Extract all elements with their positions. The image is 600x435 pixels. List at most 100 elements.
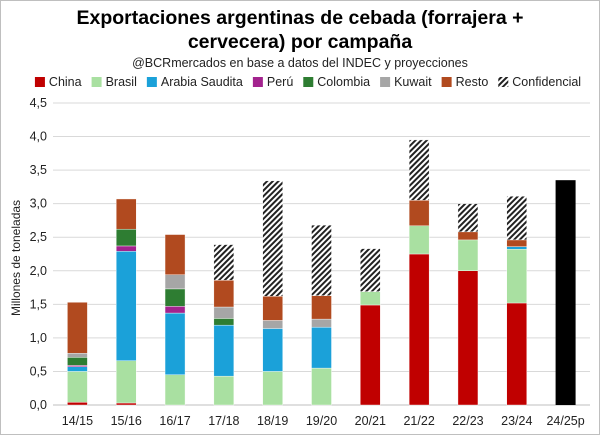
bar-segment-china bbox=[457, 270, 479, 406]
bar-segment-perú bbox=[67, 365, 88, 367]
chart-title-line-2: cervecera) por campaña bbox=[187, 31, 413, 53]
bar-segment-confidencial bbox=[311, 224, 332, 296]
bar-segment-arabia-saudita bbox=[506, 246, 527, 250]
bar-segment-arabia-saudita bbox=[116, 251, 137, 361]
legend-label-confidencial: Confidencial bbox=[512, 75, 581, 89]
x-tick-label: 14/15 bbox=[62, 414, 93, 428]
bar-segment-resto bbox=[262, 296, 283, 321]
legend-swatch-kuwait bbox=[380, 77, 391, 87]
bar-segment-china bbox=[408, 253, 430, 406]
bar-segment-arabia-saudita bbox=[67, 366, 88, 372]
legend-swatch-arabia-saudita bbox=[146, 77, 157, 87]
bar-segment-confidencial bbox=[506, 196, 527, 241]
bar-segment-brasil bbox=[311, 367, 332, 406]
bar-segment-arabia-saudita bbox=[262, 328, 283, 372]
legend-label-brasil: Brasil bbox=[106, 75, 137, 89]
bar-segment-kuwait bbox=[164, 274, 186, 290]
bar-segment-confidencial bbox=[457, 203, 479, 233]
bar-segment-brasil bbox=[164, 374, 186, 406]
bar-segment-kuwait bbox=[213, 306, 235, 319]
bar-segment-kuwait bbox=[67, 353, 88, 358]
bar-segment-resto bbox=[506, 239, 527, 247]
bar-segment-brasil bbox=[262, 371, 283, 406]
bar-segment-china bbox=[116, 402, 137, 406]
legend-swatch-brasil bbox=[91, 77, 102, 87]
chart-subtitle: @BCRmercados en base a datos del INDEC y… bbox=[132, 56, 468, 70]
y-axis-label: Millones de toneladas bbox=[9, 200, 23, 316]
y-tick-label: 3,5 bbox=[30, 163, 47, 177]
y-tick-label: 4,0 bbox=[30, 130, 47, 144]
legend-label-arabia-saudita: Arabia Saudita bbox=[161, 75, 243, 89]
bar-segment-confidencial bbox=[360, 248, 381, 292]
bar-segment-brasil bbox=[360, 291, 381, 306]
bar-segment-resto bbox=[457, 231, 479, 241]
bar-segment-brasil bbox=[116, 360, 137, 404]
bar-segment-colombia bbox=[116, 228, 137, 247]
legend-swatch-resto bbox=[441, 77, 452, 87]
y-tick-label: 2,0 bbox=[30, 264, 47, 278]
x-tick-label: 15/16 bbox=[111, 414, 142, 428]
x-tick-label: 23/24 bbox=[501, 414, 532, 428]
bar-segment-colombia bbox=[164, 288, 186, 307]
x-tick-label: 24/25p bbox=[546, 414, 584, 428]
y-tick-label: 1,0 bbox=[30, 331, 47, 345]
bar-segment-confidencial bbox=[213, 244, 235, 281]
bar-segment-resto bbox=[408, 200, 430, 227]
y-tick-label: 4,5 bbox=[30, 96, 47, 110]
bar-segment-resto bbox=[164, 234, 186, 276]
bar-segment-confidencial bbox=[262, 180, 283, 297]
x-tick-label: 16/17 bbox=[159, 414, 190, 428]
chart-title-line-1: Exportaciones argentinas de cebada (forr… bbox=[76, 7, 524, 29]
legend-label-colombia: Colombia bbox=[317, 75, 370, 89]
bar-segment-arabia-saudita bbox=[311, 326, 332, 369]
bar-segment-kuwait bbox=[311, 318, 332, 328]
bar-segment-kuwait bbox=[262, 320, 283, 329]
bar-segment-arabia-saudita bbox=[164, 312, 186, 375]
bar-segment-perú bbox=[164, 306, 186, 314]
bar-segment-confidencial bbox=[408, 139, 430, 201]
bars bbox=[67, 139, 576, 406]
legend: China Brasil Arabia Saudita Perú Colombia Kuw… bbox=[34, 75, 581, 89]
legend-label-perú: Perú bbox=[267, 75, 293, 89]
bar-segment-brasil bbox=[457, 239, 479, 271]
bar-segment-resto bbox=[116, 198, 137, 230]
legend-swatch-perú bbox=[252, 77, 263, 87]
bar-segment-resto bbox=[213, 279, 235, 308]
y-tick-label: 0,0 bbox=[30, 398, 47, 412]
bar-segment-china bbox=[67, 402, 88, 406]
chart-title: Exportaciones argentinas de cebada (forr… bbox=[0, 6, 600, 54]
y-tick-label: 2,5 bbox=[30, 230, 47, 244]
bar-segment-resto bbox=[67, 302, 88, 354]
bar-segment-brasil bbox=[67, 371, 88, 403]
bar-segment-brasil bbox=[506, 249, 527, 304]
bar-projection bbox=[555, 180, 576, 405]
legend-swatch-confidencial bbox=[498, 77, 509, 87]
y-tick-label: 1,5 bbox=[30, 297, 47, 311]
y-tick-label: 3,0 bbox=[30, 197, 47, 211]
bar-segment-brasil bbox=[408, 225, 430, 255]
bar-segment-china bbox=[360, 304, 381, 406]
bar-segment-perú bbox=[116, 245, 137, 252]
x-tick-label: 17/18 bbox=[208, 414, 239, 428]
x-tick-label: 22/23 bbox=[452, 414, 483, 428]
x-axis-ticks: 14/15 15/16 16/17 17/18 18/19 19/20 20/21 21/22… bbox=[62, 414, 585, 428]
bar-segment-resto bbox=[311, 295, 332, 320]
y-tick-label: 0,5 bbox=[30, 364, 47, 378]
x-tick-label: 19/20 bbox=[306, 414, 337, 428]
legend-label-kuwait: Kuwait bbox=[394, 75, 432, 89]
bar-segment-arabia-saudita bbox=[213, 324, 235, 377]
x-tick-label: 18/19 bbox=[257, 414, 288, 428]
legend-label-china: China bbox=[49, 75, 82, 89]
x-tick-label: 21/22 bbox=[403, 414, 434, 428]
y-axis-ticks: 0,0 0,5 1,0 1,5 2,0 2,5 3,0 3,5 4,0 4,5 bbox=[30, 96, 47, 412]
bar-segment-colombia bbox=[67, 357, 88, 366]
legend-label-resto: Resto bbox=[456, 75, 489, 89]
legend-swatch-colombia bbox=[303, 77, 314, 87]
bar-segment-brasil bbox=[213, 375, 235, 406]
bar-segment-china bbox=[506, 302, 527, 406]
x-tick-label: 20/21 bbox=[355, 414, 386, 428]
legend-swatch-china bbox=[34, 77, 45, 87]
bar-segment-colombia bbox=[213, 318, 235, 326]
